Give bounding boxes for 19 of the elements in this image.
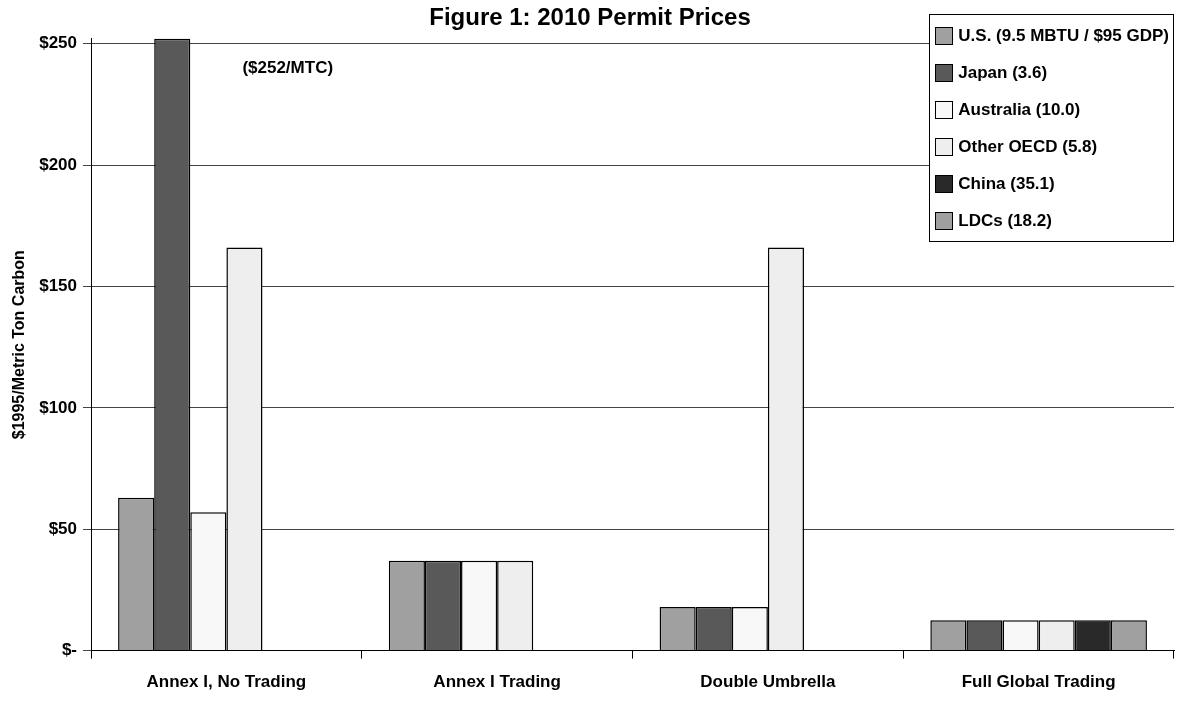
y-tick-label: $150	[39, 276, 78, 296]
chart-title: Figure 1: 2010 Permit Prices	[429, 3, 751, 31]
y-tick-label: $100	[39, 397, 78, 417]
y-tick-label: $200	[39, 154, 78, 174]
legend-label: Australia (10.0)	[958, 99, 1081, 120]
y-tick-label: $250	[39, 33, 78, 53]
x-tick-label: Double Umbrella	[700, 672, 836, 692]
y-axis-title: $1995/Metric Ton Carbon	[10, 250, 28, 440]
legend-label: Other OECD (5.8)	[958, 136, 1098, 157]
x-tick-label: Annex I Trading	[433, 672, 561, 692]
legend-label: U.S. (9.5 MBTU / $95 GDP)	[958, 25, 1169, 46]
x-tick-label: Full Global Trading	[961, 672, 1116, 692]
y-tick-label: $50	[48, 518, 78, 538]
legend-label: LDCs (18.2)	[958, 210, 1052, 231]
x-tick-label: Annex I, No Trading	[146, 672, 307, 692]
y-tick-label: $-	[61, 640, 78, 660]
annotation: ($252/MTC)	[242, 58, 334, 78]
legend-label: Japan (3.6)	[958, 62, 1048, 83]
legend-label: China (35.1)	[958, 173, 1055, 194]
